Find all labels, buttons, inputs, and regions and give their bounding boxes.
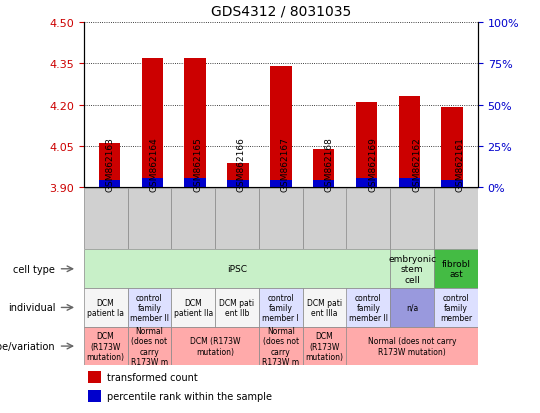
- Title: GDS4312 / 8031035: GDS4312 / 8031035: [211, 5, 351, 19]
- Bar: [84, 288, 127, 327]
- Bar: [184, 59, 206, 188]
- Bar: [84, 327, 127, 366]
- Text: control
family
member: control family member: [440, 293, 472, 323]
- Text: transformed count: transformed count: [107, 372, 198, 382]
- Text: Normal
(does not
carry
R173W m: Normal (does not carry R173W m: [262, 326, 299, 366]
- Bar: [347, 327, 478, 366]
- Bar: [171, 327, 259, 366]
- Text: DCM
patient IIa: DCM patient IIa: [173, 298, 213, 317]
- Text: DCM
(R173W
mutation): DCM (R173W mutation): [306, 331, 343, 361]
- Bar: [84, 250, 390, 288]
- Bar: [171, 288, 215, 327]
- Text: DCM
patient Ia: DCM patient Ia: [87, 298, 124, 317]
- Bar: [171, 189, 215, 250]
- Text: Normal (does not carry
R173W mutation): Normal (does not carry R173W mutation): [368, 337, 456, 356]
- Text: GSM862164: GSM862164: [150, 137, 158, 192]
- Bar: [87, 390, 102, 402]
- Bar: [434, 288, 478, 327]
- Bar: [399, 178, 420, 188]
- Bar: [99, 144, 120, 188]
- Text: cell type: cell type: [14, 264, 55, 274]
- Bar: [442, 181, 463, 188]
- Text: individual: individual: [8, 303, 55, 313]
- Bar: [127, 288, 171, 327]
- Bar: [87, 371, 102, 383]
- Bar: [127, 189, 171, 250]
- Bar: [227, 181, 248, 188]
- Bar: [99, 181, 120, 188]
- Text: GSM862165: GSM862165: [193, 137, 202, 192]
- Text: DCM pati
ent IIb: DCM pati ent IIb: [219, 298, 254, 317]
- Bar: [127, 327, 171, 366]
- Bar: [215, 288, 259, 327]
- Text: fibrobl
ast: fibrobl ast: [442, 259, 470, 279]
- Bar: [270, 181, 292, 188]
- Text: GSM862161: GSM862161: [456, 137, 465, 192]
- Text: DCM (R173W
mutation): DCM (R173W mutation): [190, 337, 240, 356]
- Bar: [390, 189, 434, 250]
- Bar: [442, 108, 463, 188]
- Bar: [347, 288, 390, 327]
- Bar: [227, 163, 248, 188]
- Bar: [259, 288, 303, 327]
- Bar: [259, 189, 303, 250]
- Text: GSM862163: GSM862163: [106, 137, 114, 192]
- Bar: [84, 189, 127, 250]
- Bar: [184, 178, 206, 188]
- Bar: [313, 150, 334, 188]
- Bar: [303, 327, 347, 366]
- Text: DCM
(R173W
mutation): DCM (R173W mutation): [86, 331, 125, 361]
- Text: GSM862167: GSM862167: [281, 137, 290, 192]
- Bar: [434, 189, 478, 250]
- Text: GSM862166: GSM862166: [237, 137, 246, 192]
- Bar: [215, 189, 259, 250]
- Text: Normal
(does not
carry
R173W m: Normal (does not carry R173W m: [131, 326, 168, 366]
- Bar: [434, 250, 478, 288]
- Bar: [356, 178, 377, 188]
- Bar: [270, 67, 292, 188]
- Text: control
family
member II: control family member II: [130, 293, 169, 323]
- Bar: [347, 189, 390, 250]
- Text: iPSC: iPSC: [227, 265, 247, 274]
- Text: embryonic
stem
cell: embryonic stem cell: [388, 254, 436, 284]
- Bar: [303, 288, 347, 327]
- Bar: [259, 327, 303, 366]
- Bar: [141, 59, 163, 188]
- Text: n/a: n/a: [406, 303, 418, 312]
- Text: genotype/variation: genotype/variation: [0, 341, 55, 351]
- Text: GSM862169: GSM862169: [368, 137, 377, 192]
- Bar: [313, 181, 334, 188]
- Bar: [390, 288, 434, 327]
- Bar: [141, 178, 163, 188]
- Text: control
family
member I: control family member I: [262, 293, 299, 323]
- Text: control
family
member II: control family member II: [349, 293, 388, 323]
- Text: DCM pati
ent IIIa: DCM pati ent IIIa: [307, 298, 342, 317]
- Text: percentile rank within the sample: percentile rank within the sample: [107, 391, 272, 401]
- Text: GSM862168: GSM862168: [325, 137, 334, 192]
- Bar: [390, 250, 434, 288]
- Bar: [356, 102, 377, 188]
- Bar: [399, 97, 420, 188]
- Text: GSM862162: GSM862162: [412, 137, 421, 192]
- Bar: [303, 189, 347, 250]
